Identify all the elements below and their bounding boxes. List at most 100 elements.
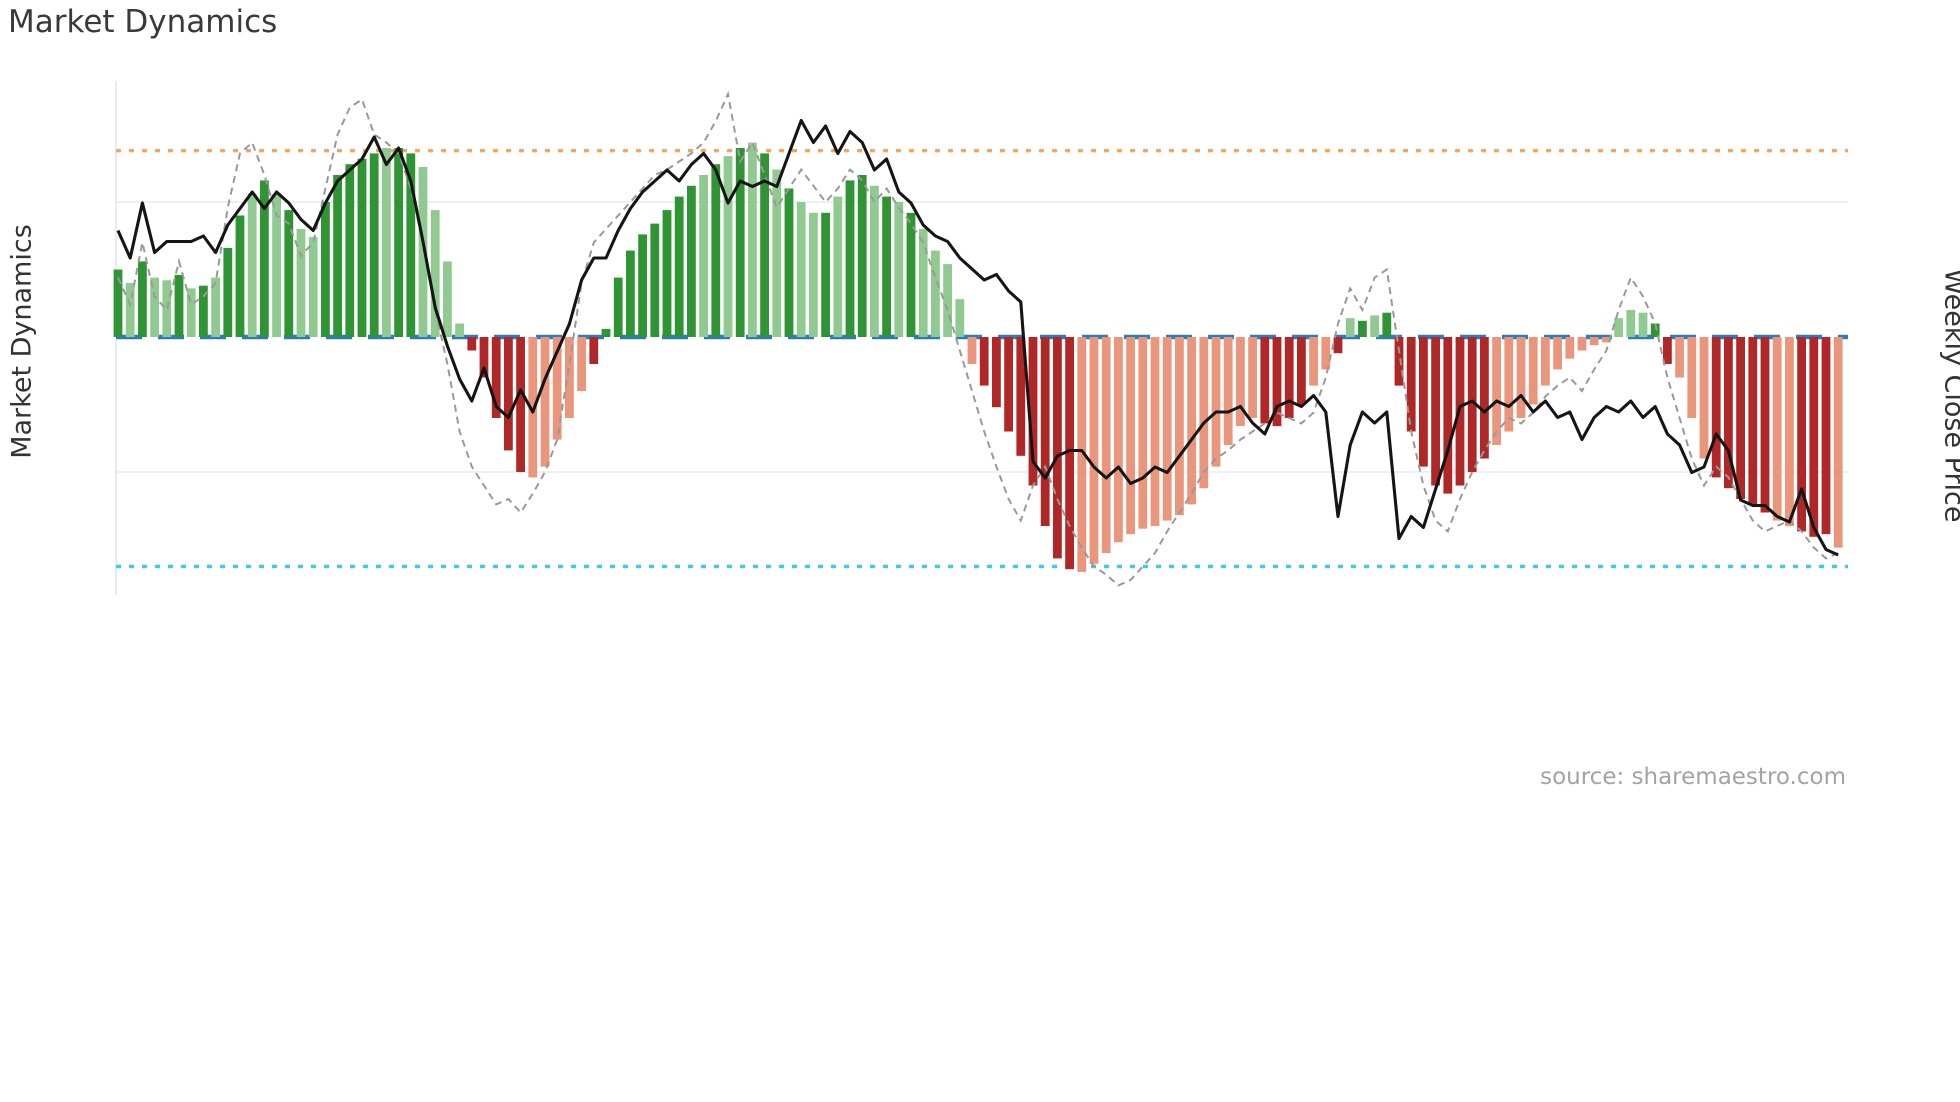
oscillator-bar <box>504 337 513 451</box>
oscillator-bar <box>638 234 647 337</box>
page-title: Market Dynamics <box>8 4 278 40</box>
raw-line <box>117 90 1839 587</box>
oscillator-bar <box>674 196 684 337</box>
oscillator-bar <box>394 148 403 337</box>
oscillator-bar <box>1382 312 1392 337</box>
oscillator-bar <box>1040 337 1050 526</box>
oscillator-bar <box>443 261 452 337</box>
oscillator-bar <box>418 166 428 337</box>
oscillator-bar <box>1333 337 1343 354</box>
oscillator-bar <box>992 337 1001 408</box>
oscillator-bar <box>845 180 855 337</box>
oscillator-bar <box>1309 337 1318 386</box>
oscillator-bar <box>199 285 208 337</box>
oscillator-bar <box>1138 337 1148 529</box>
oscillator-bar <box>1772 337 1782 521</box>
oscillator-bar <box>1748 337 1758 505</box>
oscillator-bar <box>1406 337 1416 432</box>
oscillator-bar <box>979 337 989 386</box>
oscillator-bar <box>1516 337 1526 418</box>
oscillator-bar <box>1236 337 1245 427</box>
oscillator-bar <box>601 328 611 337</box>
oscillator-bar <box>650 223 660 337</box>
oscillator-bar <box>1077 337 1087 572</box>
oscillator-bar <box>1162 337 1172 521</box>
oscillator-bar <box>1663 337 1672 364</box>
oscillator-bar <box>1760 337 1770 513</box>
oscillator-bar <box>296 229 306 337</box>
oscillator-bar <box>1809 337 1819 537</box>
oscillator-bar <box>1528 337 1538 405</box>
oscillator-bar <box>1284 337 1294 418</box>
oscillator-bar <box>1589 337 1599 346</box>
oscillator-bar <box>1699 337 1709 459</box>
oscillator-bar <box>1467 337 1477 472</box>
oscillator-bar <box>540 337 550 467</box>
oscillator-bar <box>430 210 440 337</box>
oscillator-bar <box>1492 337 1501 445</box>
oscillator-bar <box>150 277 159 337</box>
oscillator-bar <box>1187 337 1196 505</box>
oscillator-bar <box>491 337 501 418</box>
oscillator-bar <box>138 261 147 337</box>
oscillator-bar <box>333 175 342 337</box>
oscillator-bar <box>247 193 257 337</box>
oscillator-bar <box>1089 337 1099 564</box>
oscillator-bar <box>1675 337 1684 378</box>
oscillator-bar <box>1480 337 1489 459</box>
oscillator-bar <box>284 210 294 337</box>
oscillator-bar <box>455 323 464 337</box>
oscillator-bar <box>186 288 196 337</box>
oscillator-bar <box>1126 337 1135 535</box>
oscillator-bar <box>1638 312 1648 337</box>
oscillator-bar <box>577 337 586 391</box>
oscillator-bar <box>1065 337 1074 570</box>
oscillator-bar <box>1687 337 1697 418</box>
oscillator-bar <box>821 212 830 337</box>
oscillator-bar <box>1821 337 1831 535</box>
oscillator-bar <box>1004 337 1013 432</box>
oscillator-bar <box>723 156 733 337</box>
oscillator-bar <box>467 337 477 351</box>
oscillator-bar <box>1553 337 1562 370</box>
oscillator-bar <box>1785 337 1794 526</box>
oscillator-bar <box>882 196 891 337</box>
oscillator-bar <box>662 210 672 337</box>
oscillator-bar <box>1443 337 1453 494</box>
oscillator-bar <box>1614 318 1623 337</box>
oscillator-bar <box>1370 315 1379 337</box>
oscillator-bar <box>943 264 952 337</box>
oscillator-bar <box>748 142 757 337</box>
oscillator-bar <box>735 148 745 337</box>
oscillator-bar <box>1504 337 1514 432</box>
oscillator-bar <box>1223 337 1233 445</box>
oscillator-bar <box>918 229 928 337</box>
oscillator-bar <box>1345 318 1355 337</box>
oscillator-bar <box>1724 337 1733 489</box>
oscillator-bar <box>1321 337 1331 370</box>
oscillator-bar <box>967 337 977 364</box>
oscillator-bar <box>406 153 416 337</box>
oscillator-bar <box>857 175 867 337</box>
oscillator-bar <box>1248 337 1257 418</box>
oscillator-bar <box>1150 337 1160 526</box>
oscillator-bar <box>931 250 940 337</box>
weekly-close-line <box>116 118 1839 557</box>
oscillator-bar <box>613 277 623 337</box>
oscillator-bar <box>369 153 379 337</box>
oscillator-bar <box>809 212 818 337</box>
oscillator-bar <box>516 337 525 472</box>
oscillator-bar <box>1565 337 1575 359</box>
oscillator-bar <box>760 153 769 337</box>
oscillator-bar <box>955 299 965 337</box>
oscillator-bar <box>1833 337 1843 548</box>
oscillator-bar <box>162 280 172 337</box>
oscillator-bar <box>260 180 269 337</box>
oscillator-bar <box>1053 337 1062 559</box>
oscillator-bar <box>308 237 318 337</box>
oscillator-bar <box>1577 337 1587 351</box>
oscillator-bar <box>125 283 135 337</box>
oscillator-bar <box>345 164 355 337</box>
oscillator-bar <box>699 175 708 337</box>
